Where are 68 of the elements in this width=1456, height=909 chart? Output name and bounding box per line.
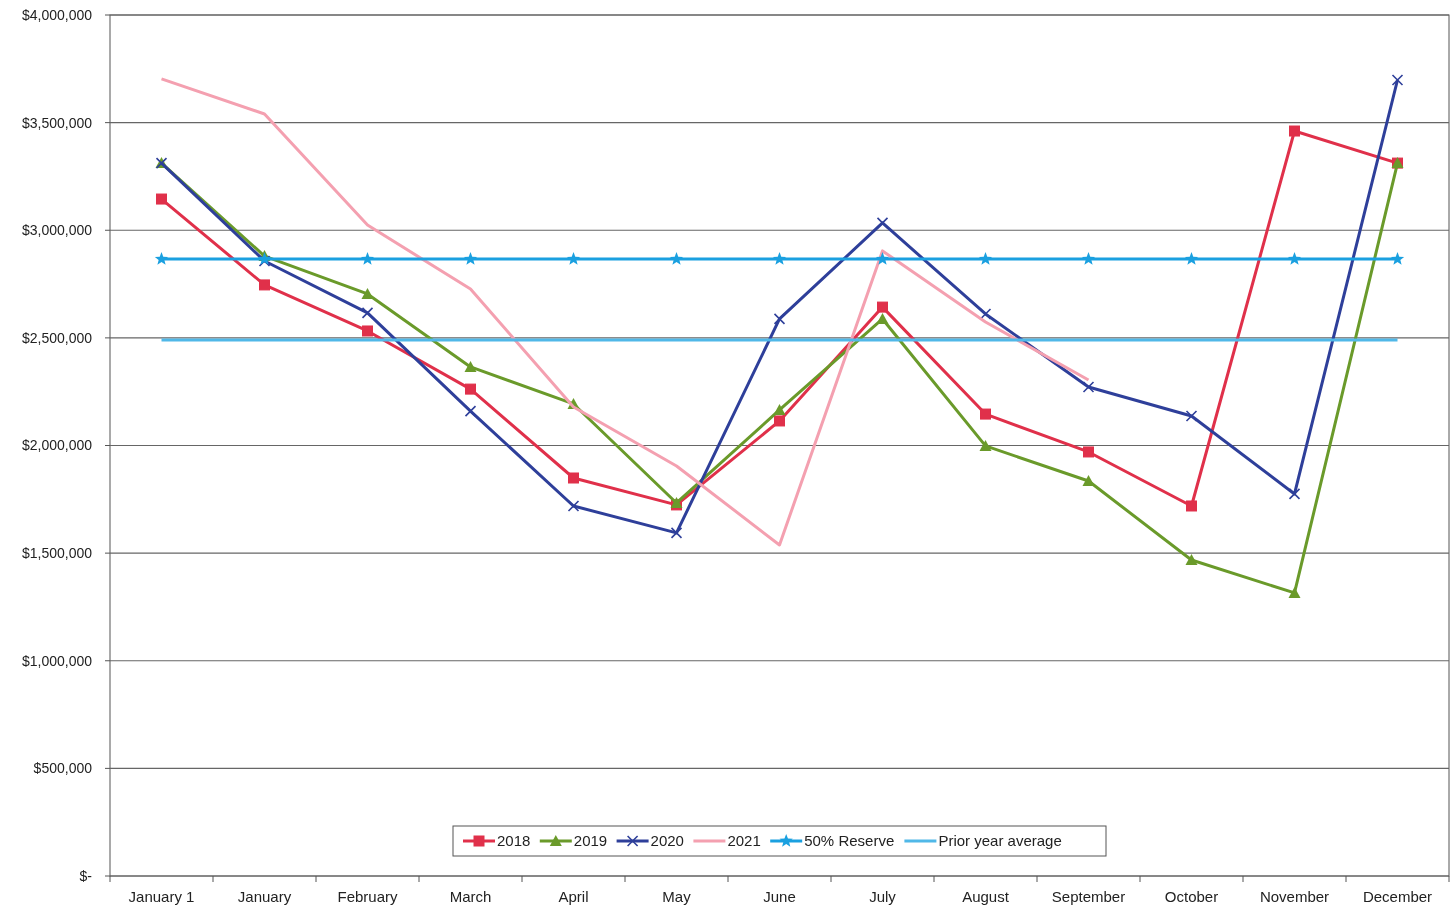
point (1288, 586, 1301, 598)
point (1391, 74, 1404, 86)
y-tick-label: $3,500,000 (21, 114, 93, 131)
point (463, 252, 478, 265)
point (1186, 500, 1197, 512)
point (980, 408, 991, 420)
point (360, 252, 375, 265)
point (1289, 125, 1300, 137)
point (464, 360, 477, 372)
x-tick-label: February (337, 888, 399, 905)
point (773, 313, 786, 325)
point (1083, 446, 1094, 458)
point (876, 312, 889, 324)
x-tick-label: December (1362, 888, 1433, 905)
legend-label: 2021 (727, 832, 761, 850)
y-tick-label: $1,000,000 (21, 652, 93, 669)
point (1390, 252, 1405, 265)
legend-label: Prior year average (938, 832, 1062, 850)
x-tick-label: November (1259, 888, 1330, 905)
legend-label: 2018 (497, 832, 531, 850)
point (876, 217, 889, 229)
point (156, 193, 167, 205)
y-tick-label: $2,000,000 (21, 437, 93, 454)
point (361, 307, 374, 319)
legend-label: 2019 (573, 832, 608, 850)
x-tick-label: September (1051, 888, 1126, 905)
point (877, 301, 888, 313)
point (1081, 252, 1096, 265)
point (1082, 381, 1095, 393)
point (773, 403, 786, 415)
x-tick-label: April (558, 888, 589, 905)
point (259, 279, 270, 291)
point (772, 252, 787, 265)
point (568, 472, 579, 484)
legend-label: 2020 (650, 832, 684, 850)
point (1184, 252, 1199, 265)
x-tick-label: July (869, 888, 897, 905)
point (154, 252, 169, 265)
x-tick-label: January (237, 888, 292, 905)
point (1288, 488, 1301, 500)
point (670, 527, 683, 539)
x-tick-label: August (962, 888, 1010, 905)
x-tick-label: January 1 (128, 888, 195, 905)
x-tick-label: June (763, 888, 796, 905)
legend-label: 50% Reserve (804, 832, 895, 850)
point (464, 405, 477, 417)
point (669, 252, 684, 265)
point (566, 252, 581, 265)
y-tick-label: $2,500,000 (21, 329, 93, 346)
y-tick-label: $- (79, 867, 93, 884)
x-tick-label: October (1164, 888, 1219, 905)
y-tick-label: $500,000 (33, 760, 93, 777)
point (774, 415, 785, 427)
y-tick-label: $4,000,000 (21, 6, 93, 23)
line-series (160, 77, 1090, 547)
point (465, 383, 476, 395)
y-tick-label: $3,000,000 (21, 222, 93, 239)
point (979, 439, 992, 451)
point (875, 252, 890, 265)
x-tick-label: March (449, 888, 492, 905)
y-tick-label: $1,500,000 (21, 545, 93, 562)
point (1185, 410, 1198, 422)
point (1185, 554, 1198, 566)
point (978, 252, 993, 265)
point (567, 500, 580, 512)
x-tick-label: May (662, 888, 692, 905)
point (362, 325, 373, 337)
point (1287, 252, 1302, 265)
